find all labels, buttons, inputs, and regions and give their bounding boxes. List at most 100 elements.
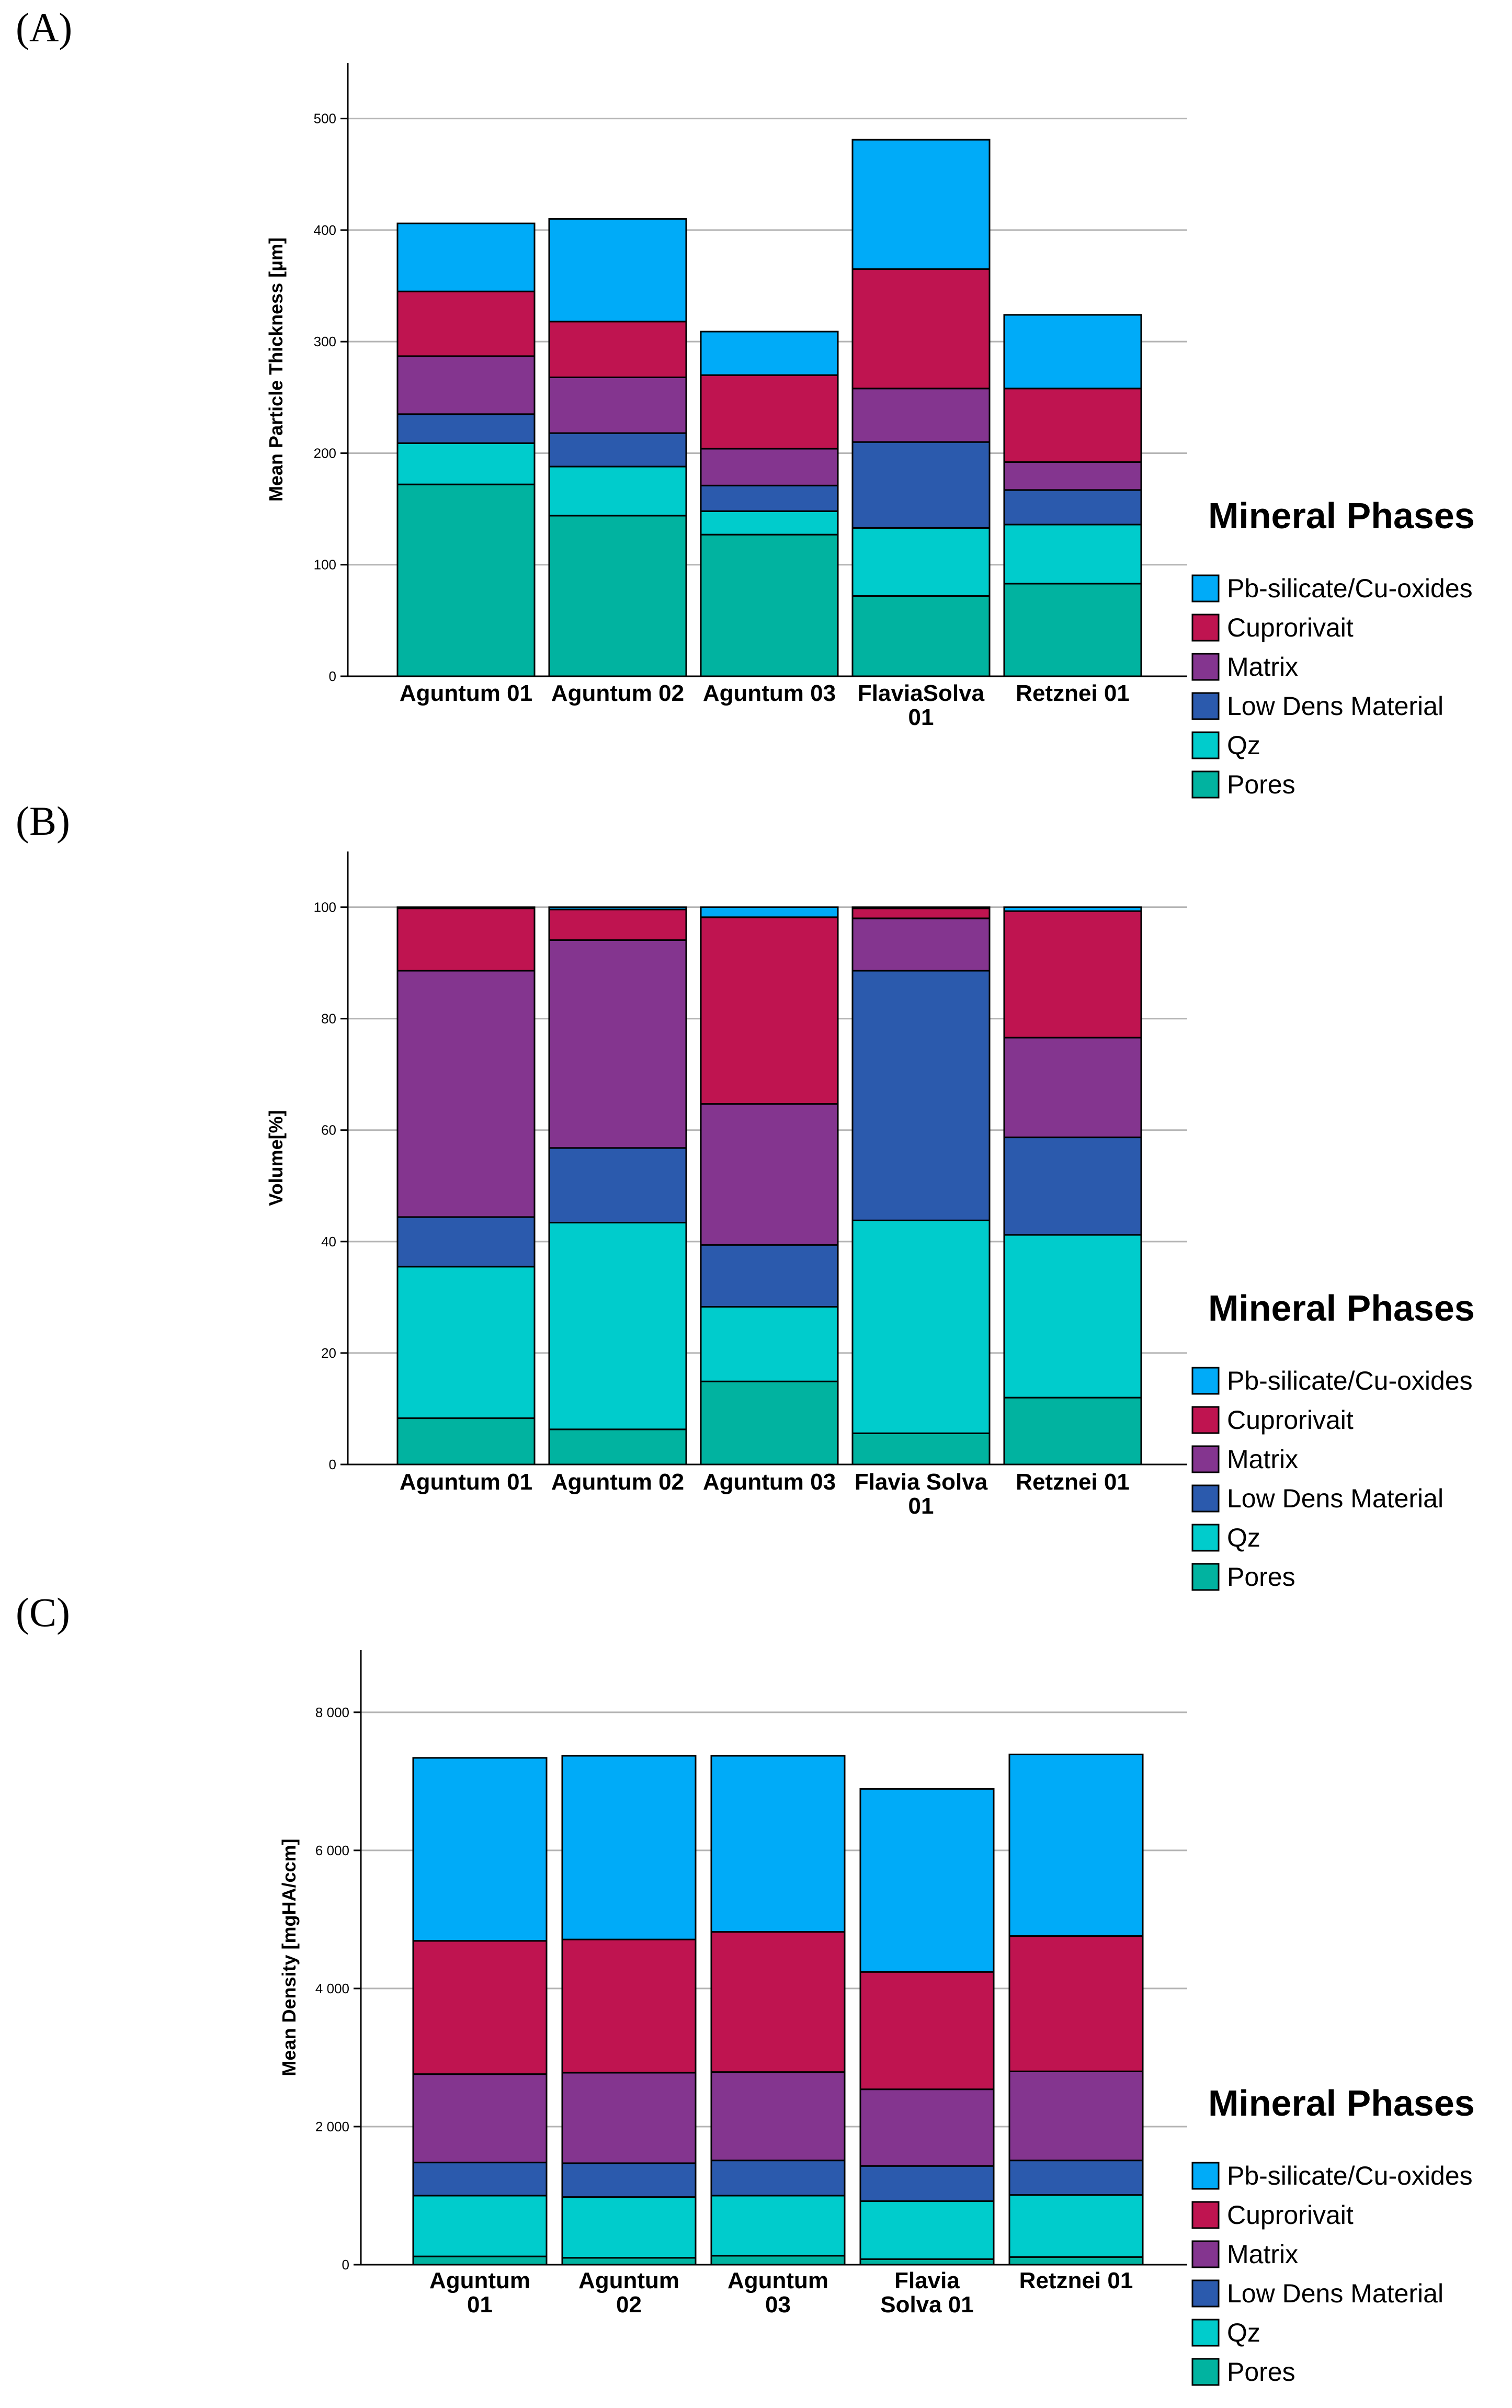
legend-label-pores: Pores	[1227, 770, 1295, 799]
bar-segment-aguntum-02-cuprorivait	[561, 1938, 697, 2074]
x-category-label: FlaviaSolva 01	[858, 680, 985, 730]
bar-segment-retznei-01-low-dens-material	[1003, 489, 1142, 526]
bar-segment-aguntum-03-qz	[710, 2195, 846, 2257]
legend-label-qz: Qz	[1227, 731, 1260, 760]
bar-segment-retznei-01-pores	[1003, 583, 1142, 677]
bar-segment-flavia-solva-01-matrix	[859, 2088, 995, 2167]
bar-segment-aguntum-01-low-dens-material	[412, 2162, 548, 2197]
legend-swatch-low-dens-material	[1191, 1484, 1220, 1513]
x-category-label: Aguntum 01	[400, 1469, 532, 1495]
bar-segment-retznei-01-matrix	[1003, 461, 1142, 491]
x-category-label: Aguntum 02	[551, 680, 684, 706]
bar-segment-aguntum-03-low-dens-material	[700, 484, 839, 512]
bar-segment-retznei-01-cuprorivait	[1003, 388, 1142, 463]
bar-segment-aguntum-01-qz	[396, 1266, 536, 1419]
bar-segment-flaviasolva-01-qz	[851, 527, 991, 597]
bar-segment-aguntum-01-matrix	[396, 970, 536, 1218]
bar-segment-retznei-01-matrix	[1003, 1037, 1142, 1139]
bar-segment-aguntum-03-cuprorivait	[700, 374, 839, 450]
x-category-label: Aguntum 03	[727, 2268, 828, 2318]
bar-segment-flavia-solva-01-pb-silicate-cu-oxides	[859, 1788, 995, 1973]
bar-segment-retznei-01-pores	[1003, 1396, 1142, 1466]
y-axis-title: Mean Density [mgHA/ccm]	[278, 1838, 300, 2076]
legend-swatch-pores	[1191, 2358, 1220, 2386]
legend-swatch-pb-silicate-cu-oxides	[1191, 574, 1220, 603]
y-tick-label: 0	[329, 1457, 336, 1472]
y-tick-label: 40	[321, 1234, 336, 1250]
bar-segment-aguntum-03-pb-silicate-cu-oxides	[700, 331, 839, 376]
bar-segment-flavia-solva-01-matrix	[851, 917, 991, 972]
bar-segment-aguntum-02-low-dens-material	[548, 1147, 687, 1224]
panel-label-c: (C)	[16, 1589, 70, 1635]
bar-segment-aguntum-02-matrix	[561, 2072, 697, 2164]
y-tick-label: 400	[314, 222, 336, 238]
bar-segment-retznei-01-qz	[1003, 1234, 1142, 1399]
x-category-label: Retznei 01	[1016, 1469, 1130, 1495]
bar-segment-flaviasolva-01-low-dens-material	[851, 441, 991, 529]
bar-segment-aguntum-01-pb-silicate-cu-oxides	[396, 222, 536, 292]
bar-segment-flavia-solva-01-pb-silicate-cu-oxides	[851, 906, 991, 910]
bar-segment-flavia-solva-01-cuprorivait	[851, 907, 991, 919]
legend-swatch-pores	[1191, 1563, 1220, 1591]
bar-segment-aguntum-01-cuprorivait	[396, 290, 536, 357]
bar-segment-aguntum-03-qz	[700, 510, 839, 536]
bar-segment-aguntum-01-qz	[412, 2195, 548, 2257]
x-category-label: Flavia Solva 01	[880, 2268, 974, 2318]
bar-segment-aguntum-01-low-dens-material	[396, 413, 536, 444]
y-tick-label: 2 000	[315, 2119, 349, 2134]
chart-panel-1: 0 100 200 300 400 500 Mean Particle Thickness …	[265, 63, 1475, 799]
legend-swatch-cuprorivait	[1191, 614, 1220, 642]
y-axis-title: Mean Particle Thickness [µm]	[265, 237, 287, 502]
y-tick-label: 60	[321, 1122, 336, 1138]
legend-title: Mineral Phases	[1208, 1288, 1475, 1328]
bar-segment-retznei-01-low-dens-material	[1003, 1137, 1142, 1236]
bar-segment-retznei-01-matrix	[1008, 2070, 1144, 2162]
legend-swatch-qz	[1191, 731, 1220, 759]
legend-swatch-qz	[1191, 2319, 1220, 2347]
bar-segment-aguntum-03-matrix	[710, 2071, 846, 2162]
legend-swatch-pb-silicate-cu-oxides	[1191, 2162, 1220, 2190]
bar-segment-retznei-01-qz	[1003, 524, 1142, 585]
legend-label-low-dens-material: Low Dens Material	[1227, 2279, 1443, 2308]
bar-segment-aguntum-02-qz	[548, 465, 687, 517]
bar-segment-flaviasolva-01-pb-silicate-cu-oxides	[851, 139, 991, 270]
legend-swatch-low-dens-material	[1191, 2279, 1220, 2308]
legend-swatch-low-dens-material	[1191, 692, 1220, 720]
legend-label-cuprorivait: Cuprorivait	[1227, 2200, 1354, 2230]
y-tick-label: 6 000	[315, 1843, 349, 1858]
bar-segment-aguntum-01-matrix	[412, 2073, 548, 2164]
bar-segment-flavia-solva-01-cuprorivait	[859, 1971, 995, 2091]
bar-segment-aguntum-03-cuprorivait	[710, 1931, 846, 2073]
legend-swatch-pores	[1191, 770, 1220, 799]
bar-segment-aguntum-01-pores	[396, 1417, 536, 1466]
bar-segment-aguntum-02-qz	[561, 2196, 697, 2259]
bar-segment-aguntum-01-pores	[412, 2255, 548, 2266]
legend-label-pb-silicate-cu-oxides: Pb-silicate/Cu-oxides	[1227, 2161, 1473, 2190]
legend-swatch-cuprorivait	[1191, 2201, 1220, 2229]
x-category-label: Aguntum 02	[551, 1469, 684, 1495]
legend-label-matrix: Matrix	[1227, 2240, 1298, 2269]
bar-segment-aguntum-03-matrix	[700, 448, 839, 486]
y-tick-label: 8 000	[315, 1705, 349, 1720]
bar-segment-retznei-01-pores	[1008, 2256, 1144, 2266]
x-category-label: Aguntum 02	[578, 2268, 679, 2318]
bar-segment-flaviasolva-01-matrix	[851, 388, 991, 443]
legend-label-cuprorivait: Cuprorivait	[1227, 1405, 1354, 1435]
bar-segment-flaviasolva-01-pores	[851, 595, 991, 677]
bar-segment-aguntum-01-low-dens-material	[396, 1216, 536, 1268]
legend-swatch-matrix	[1191, 2240, 1220, 2268]
bar-segment-aguntum-03-matrix	[700, 1103, 839, 1246]
bar-segment-retznei-01-cuprorivait	[1008, 1935, 1144, 2072]
legend-label-pores: Pores	[1227, 1562, 1295, 1592]
bar-segment-flavia-solva-01-qz	[851, 1219, 991, 1434]
x-category-label: Aguntum 03	[703, 1469, 836, 1495]
bar-segment-aguntum-02-low-dens-material	[561, 2162, 697, 2198]
legend-label-pb-silicate-cu-oxides: Pb-silicate/Cu-oxides	[1227, 1366, 1473, 1395]
legend-swatch-pb-silicate-cu-oxides	[1191, 1367, 1220, 1395]
bar-segment-aguntum-01-cuprorivait	[412, 1940, 548, 2075]
bar-segment-aguntum-03-low-dens-material	[710, 2160, 846, 2197]
bar-segment-aguntum-02-pb-silicate-cu-oxides	[548, 906, 687, 911]
y-tick-label: 80	[321, 1011, 336, 1027]
bar-segment-aguntum-02-low-dens-material	[548, 432, 687, 468]
